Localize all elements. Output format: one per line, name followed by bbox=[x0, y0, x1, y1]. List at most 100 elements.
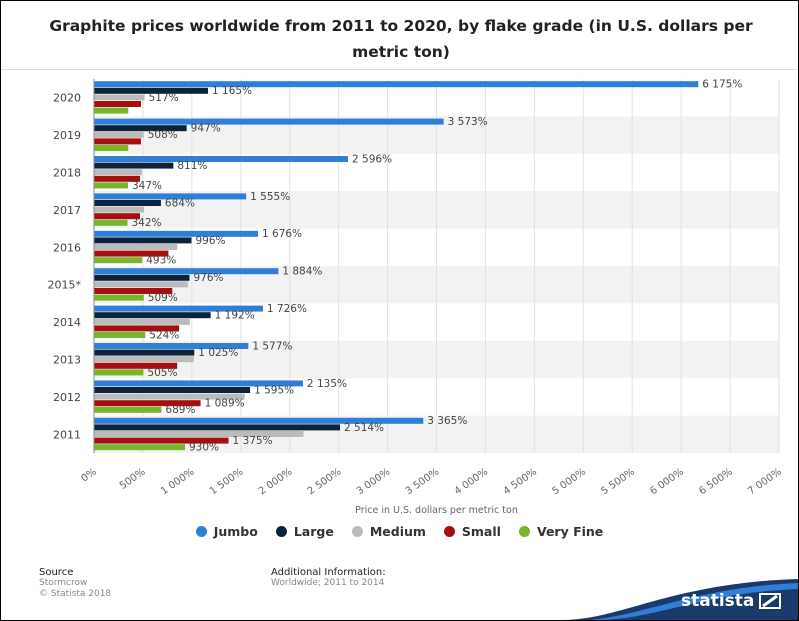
bar-jumbo bbox=[94, 193, 247, 200]
data-label: 811% bbox=[177, 160, 207, 172]
legend-label: Medium bbox=[369, 524, 426, 539]
bar-jumbo bbox=[94, 118, 444, 125]
x-tick-label: 500% bbox=[118, 466, 148, 491]
legend-marker bbox=[195, 526, 207, 537]
bar-jumbo bbox=[94, 81, 699, 88]
source-heading: Source bbox=[39, 567, 74, 578]
data-label: 1 089% bbox=[205, 398, 245, 410]
data-label: 3 573% bbox=[448, 116, 488, 128]
chart-legend: Jumbo Large Medium Small Very Fine bbox=[1, 524, 798, 539]
bar-small bbox=[94, 213, 140, 220]
data-label: 342% bbox=[131, 217, 161, 229]
additional-info-heading: Additional Information: bbox=[271, 567, 386, 578]
data-label: 930% bbox=[189, 442, 219, 454]
legend-marker bbox=[518, 526, 530, 537]
x-tick-label: 1 500% bbox=[208, 466, 246, 497]
statista-logo[interactable]: statista bbox=[681, 591, 782, 611]
category-label: 2018 bbox=[53, 167, 81, 180]
data-label: 1 375% bbox=[233, 435, 273, 447]
bar-large bbox=[94, 387, 251, 393]
source-line[interactable]: Stormcrow bbox=[39, 578, 88, 588]
bar-small bbox=[94, 288, 173, 294]
bar-very-fine bbox=[94, 444, 186, 451]
category-label: 2014 bbox=[53, 316, 81, 329]
x-tick-label: 4 000% bbox=[453, 466, 491, 497]
legend-label: Small bbox=[461, 524, 501, 539]
x-tick-label: 3 000% bbox=[355, 466, 393, 497]
data-label: 947% bbox=[191, 123, 221, 135]
legend-item-very-fine[interactable]: Very Fine bbox=[518, 524, 604, 539]
bar-small bbox=[94, 138, 141, 145]
data-label: 1 165% bbox=[212, 85, 252, 97]
category-label: 2020 bbox=[53, 92, 81, 105]
category-label: 2017 bbox=[53, 204, 81, 217]
bar-medium bbox=[94, 94, 145, 101]
data-label: 1 192% bbox=[215, 310, 255, 322]
x-tick-label: 5 500% bbox=[599, 466, 637, 497]
data-label: 1 884% bbox=[282, 266, 322, 278]
bar-very-fine bbox=[94, 294, 144, 301]
x-axis-title: Price in U.S. dollars per metric ton bbox=[355, 505, 518, 516]
bar-medium bbox=[94, 356, 194, 363]
bar-very-fine bbox=[94, 406, 162, 413]
bar-large bbox=[94, 424, 341, 431]
category-label: 2016 bbox=[53, 241, 81, 254]
bar-large bbox=[94, 274, 190, 281]
legend-item-large[interactable]: Large bbox=[275, 524, 334, 539]
bar-medium bbox=[94, 393, 245, 400]
bar-large bbox=[94, 349, 195, 356]
data-label: 493% bbox=[146, 255, 176, 267]
data-label: 6 175% bbox=[702, 79, 742, 91]
data-label: 1 726% bbox=[267, 303, 307, 315]
bar-very-fine bbox=[94, 145, 129, 151]
bar-jumbo bbox=[94, 380, 303, 387]
data-label: 2 135% bbox=[307, 378, 347, 390]
x-tick-label: 0% bbox=[79, 466, 98, 484]
bar-jumbo bbox=[94, 268, 279, 275]
category-label: 2011 bbox=[53, 428, 81, 441]
data-label: 1 595% bbox=[254, 384, 294, 396]
bar-very-fine bbox=[94, 332, 146, 338]
bar-small bbox=[94, 175, 140, 182]
bar-very-fine bbox=[94, 219, 128, 226]
additional-info-block: Additional Information: Worldwide; 2011 … bbox=[271, 567, 386, 589]
x-tick-label: 6 000% bbox=[648, 466, 686, 497]
data-label: 1 555% bbox=[250, 191, 290, 203]
legend-item-jumbo[interactable]: Jumbo bbox=[195, 524, 258, 539]
bar-small bbox=[94, 101, 141, 107]
x-tick-label: 2 500% bbox=[306, 466, 344, 497]
bar-chart: 6 175% 1 165% 517% 2020 3 573% 947% 508% 2019 2 … bbox=[48, 79, 784, 516]
legend-item-medium[interactable]: Medium bbox=[351, 524, 426, 539]
bar-medium bbox=[94, 431, 304, 437]
legend-label: Very Fine bbox=[536, 524, 604, 539]
x-tick-label: 7 000% bbox=[746, 466, 784, 497]
legend-item-small[interactable]: Small bbox=[443, 524, 501, 539]
x-tick-label: 5 000% bbox=[550, 466, 588, 497]
x-tick-label: 1 000% bbox=[159, 466, 197, 497]
x-tick-label: 4 500% bbox=[502, 466, 540, 497]
bar-very-fine bbox=[94, 182, 128, 189]
bar-small bbox=[94, 362, 178, 369]
data-label: 1 025% bbox=[198, 347, 238, 359]
bar-medium bbox=[94, 318, 190, 325]
brand-wave bbox=[561, 579, 798, 620]
data-label: 3 365% bbox=[427, 415, 467, 427]
bar-medium bbox=[94, 281, 188, 288]
bar-medium bbox=[94, 169, 142, 176]
bar-jumbo bbox=[94, 305, 263, 312]
bar-large bbox=[94, 87, 209, 94]
data-label: 505% bbox=[147, 367, 177, 379]
x-tick-label: 3 500% bbox=[404, 466, 442, 497]
bar-jumbo bbox=[94, 343, 249, 349]
bar-small bbox=[94, 437, 229, 444]
bar-large bbox=[94, 162, 174, 169]
legend-label: Jumbo bbox=[213, 524, 258, 539]
data-label: 524% bbox=[149, 329, 179, 341]
category-label: 2012 bbox=[53, 391, 81, 404]
bar-very-fine bbox=[94, 107, 129, 114]
bar-small bbox=[94, 325, 180, 332]
additional-info-line: Worldwide; 2011 to 2014 bbox=[271, 578, 385, 588]
data-label: 976% bbox=[194, 272, 224, 284]
source-block: Source Stormcrow © Statista 2018 bbox=[39, 567, 111, 600]
